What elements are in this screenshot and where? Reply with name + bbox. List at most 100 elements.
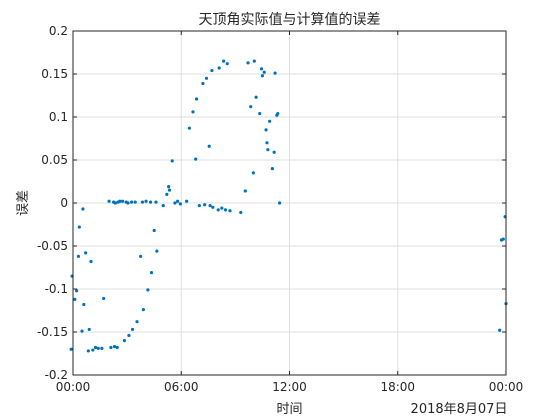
data-point bbox=[73, 297, 77, 301]
data-point bbox=[498, 328, 502, 332]
grid-lines bbox=[73, 31, 506, 375]
data-point bbox=[144, 199, 148, 203]
data-point bbox=[81, 207, 85, 211]
data-point bbox=[254, 95, 258, 99]
data-point bbox=[217, 66, 221, 70]
data-point bbox=[265, 141, 269, 145]
data-points bbox=[69, 59, 508, 353]
x-tick-label: 00:00 bbox=[56, 380, 91, 394]
data-point bbox=[173, 201, 177, 205]
data-point bbox=[194, 97, 199, 101]
data-point bbox=[146, 288, 150, 292]
data-point bbox=[161, 203, 165, 208]
data-point bbox=[194, 157, 198, 161]
y-tick-label: -0.1 bbox=[45, 282, 68, 296]
data-point bbox=[107, 199, 111, 203]
data-point bbox=[201, 81, 205, 86]
data-point bbox=[84, 251, 88, 255]
data-point bbox=[262, 70, 266, 74]
data-point bbox=[152, 228, 156, 233]
data-point bbox=[140, 200, 145, 204]
data-point bbox=[191, 110, 195, 114]
data-point bbox=[112, 345, 117, 349]
data-point bbox=[127, 333, 131, 338]
data-point bbox=[178, 202, 182, 206]
data-point bbox=[251, 171, 256, 175]
y-tick-label: 0.2 bbox=[49, 24, 68, 38]
data-point bbox=[170, 159, 174, 163]
data-point bbox=[96, 346, 100, 350]
chart-title: 天顶角实际值与计算值的误差 bbox=[199, 12, 381, 28]
data-point bbox=[272, 150, 276, 154]
data-point bbox=[102, 296, 106, 301]
data-point bbox=[264, 128, 268, 132]
data-point bbox=[86, 349, 90, 353]
data-point bbox=[133, 200, 137, 204]
data-point bbox=[501, 237, 505, 241]
data-point bbox=[185, 199, 189, 203]
y-tick-label: 0 bbox=[60, 196, 68, 210]
data-point bbox=[118, 199, 122, 203]
y-tick-label: -0.15 bbox=[37, 325, 68, 339]
data-point bbox=[273, 71, 277, 75]
data-point bbox=[239, 210, 243, 215]
x-axis-date-label: 2018年8月07日 bbox=[411, 402, 508, 417]
data-point bbox=[149, 271, 154, 275]
ticks: 00:00 06:00 12:00 18:00 00:00-0.2-0.15-0.1-0… bbox=[37, 24, 523, 394]
data-point bbox=[222, 59, 226, 63]
data-point bbox=[130, 327, 135, 332]
data-point bbox=[91, 348, 95, 352]
data-point bbox=[270, 167, 274, 171]
data-point bbox=[82, 302, 86, 307]
data-point bbox=[75, 289, 79, 293]
data-point bbox=[252, 59, 256, 63]
data-point bbox=[204, 76, 209, 80]
data-point bbox=[165, 192, 169, 196]
data-point bbox=[243, 189, 247, 193]
data-point bbox=[115, 345, 119, 350]
y-tick-label: 0.1 bbox=[49, 110, 68, 124]
x-tick-label: 12:00 bbox=[272, 380, 307, 394]
data-point bbox=[223, 208, 228, 212]
y-axis-title: 误差 bbox=[16, 190, 31, 216]
y-tick-label: -0.05 bbox=[37, 239, 68, 253]
data-point bbox=[216, 208, 220, 212]
data-point bbox=[121, 199, 125, 203]
x-tick-label: 18:00 bbox=[380, 380, 415, 394]
data-point bbox=[89, 259, 93, 264]
data-point bbox=[167, 185, 171, 189]
data-point bbox=[176, 199, 180, 203]
data-point bbox=[260, 74, 265, 78]
data-point bbox=[197, 203, 201, 208]
data-point bbox=[208, 203, 212, 208]
data-point bbox=[154, 200, 158, 204]
data-point bbox=[77, 225, 81, 229]
data-point bbox=[69, 347, 73, 351]
data-point bbox=[207, 144, 211, 148]
data-point bbox=[210, 68, 214, 73]
data-point bbox=[130, 200, 134, 204]
data-point bbox=[167, 188, 172, 192]
data-point bbox=[211, 205, 215, 209]
y-tick-label: -0.2 bbox=[45, 368, 68, 382]
y-tick-label: 0.05 bbox=[41, 153, 68, 167]
data-point bbox=[277, 201, 282, 205]
data-point bbox=[220, 206, 224, 210]
data-point bbox=[126, 201, 130, 205]
data-point bbox=[139, 254, 143, 258]
data-point bbox=[258, 111, 262, 116]
data-point bbox=[259, 67, 264, 71]
data-point bbox=[87, 327, 91, 332]
data-point bbox=[80, 329, 84, 333]
data-point bbox=[228, 209, 232, 213]
x-tick-label: 00:00 bbox=[489, 380, 524, 394]
data-point bbox=[76, 254, 81, 258]
data-point bbox=[246, 61, 250, 65]
data-point bbox=[113, 201, 117, 205]
data-point bbox=[148, 200, 153, 204]
data-point bbox=[187, 126, 191, 130]
data-point bbox=[203, 203, 207, 207]
data-point bbox=[155, 249, 159, 253]
data-point bbox=[122, 339, 127, 343]
